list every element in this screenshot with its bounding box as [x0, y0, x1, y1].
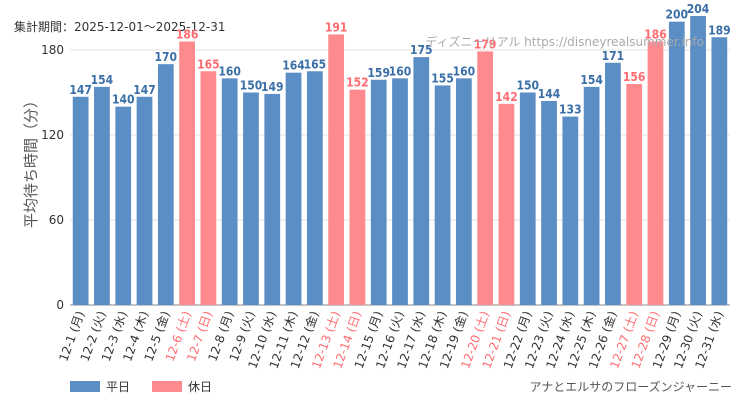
legend-item-weekday: 平日: [70, 378, 130, 395]
bar: [647, 41, 664, 305]
bar: [179, 41, 195, 305]
bar: [562, 116, 579, 305]
bar-value-label: 155: [431, 71, 454, 85]
bar-value-label: 170: [155, 50, 178, 64]
bar: [136, 96, 153, 305]
bar: [221, 78, 238, 305]
bar: [115, 106, 132, 306]
bar-value-label: 152: [346, 76, 369, 90]
bar-value-label: 175: [410, 43, 433, 57]
bar: [306, 71, 323, 305]
bar-value-label: 156: [623, 70, 646, 84]
bar: [583, 86, 600, 305]
legend-swatch-weekday: [70, 381, 100, 392]
bar-value-label: 147: [133, 83, 156, 97]
bar: [519, 92, 536, 305]
legend-label-weekday: 平日: [106, 380, 131, 394]
bar: [264, 93, 281, 306]
y-tick-label: 120: [41, 128, 64, 142]
bar-value-label: 149: [261, 80, 284, 94]
bar-value-label: 144: [538, 87, 561, 101]
y-tick-label: 180: [41, 43, 64, 57]
bar: [434, 85, 451, 306]
legend-item-holiday: 休日: [152, 378, 212, 395]
bar-value-label: 164: [282, 59, 305, 73]
bar: [392, 78, 408, 305]
bar-value-label: 165: [197, 57, 220, 71]
source-label: ディズニーリアル https://disneyrealsummer.info: [425, 35, 704, 49]
bar: [370, 79, 387, 305]
bar: [626, 84, 643, 305]
bar-value-label: 165: [304, 57, 327, 71]
bar: [668, 21, 685, 306]
bar: [72, 96, 89, 305]
bar: [328, 34, 345, 306]
bar-value-label: 189: [708, 23, 731, 37]
bar-value-label: 204: [687, 2, 710, 16]
bar-value-label: 186: [176, 28, 199, 42]
bar-value-label: 171: [602, 49, 625, 63]
bar-value-label: 191: [325, 20, 348, 34]
legend: 平日 休日: [70, 378, 212, 395]
bar: [455, 78, 472, 305]
bar: [349, 89, 366, 306]
bar-value-label: 160: [389, 64, 412, 78]
bar-value-label: 147: [69, 83, 92, 97]
bar-value-label: 179: [474, 37, 497, 51]
bar-value-label: 160: [453, 64, 476, 78]
bar: [690, 16, 706, 305]
bar-value-label: 154: [580, 73, 603, 87]
bar-value-label: 186: [644, 28, 667, 42]
bar: [285, 72, 302, 306]
bar: [94, 86, 110, 305]
bar: [157, 64, 174, 306]
bar: [200, 71, 217, 305]
bar-value-label: 154: [91, 73, 114, 87]
legend-swatch-holiday: [152, 381, 183, 392]
bar: [711, 37, 728, 305]
bar: [243, 92, 259, 305]
bar-value-label: 150: [240, 79, 263, 93]
bar: [605, 62, 621, 305]
bar-value-label: 140: [112, 93, 135, 107]
bar: [541, 101, 557, 305]
bar-value-label: 133: [559, 103, 582, 117]
bar-value-label: 159: [367, 66, 390, 80]
y-tick-label: 0: [56, 298, 64, 312]
legend-label-holiday: 休日: [188, 380, 213, 394]
y-tick-label: 60: [49, 213, 64, 227]
bar: [498, 103, 515, 305]
bar-value-label: 142: [495, 90, 518, 104]
bar-value-label: 150: [516, 79, 539, 93]
period-label: 集計期間：2025-12-01～2025-12-31: [14, 20, 226, 34]
attraction-name: アナとエルサのフローズンジャーニー: [529, 380, 732, 394]
bar: [477, 51, 494, 305]
bar-value-label: 200: [666, 8, 689, 22]
y-axis-label: 平均待ち時間（分）: [22, 93, 40, 228]
bar: [413, 57, 430, 306]
bar-value-label: 160: [218, 64, 241, 78]
